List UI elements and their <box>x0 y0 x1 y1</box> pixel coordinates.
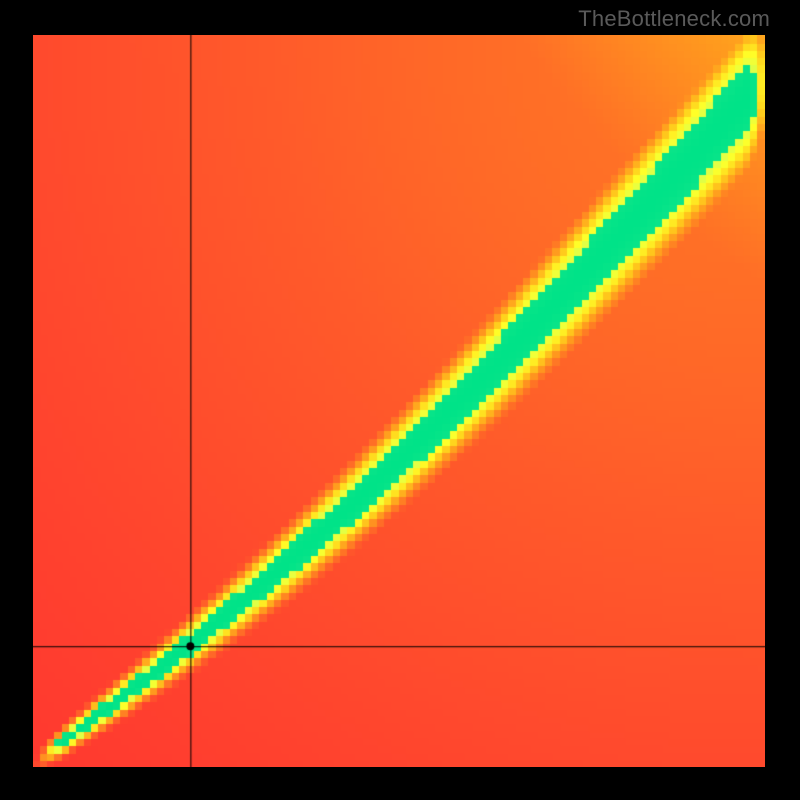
bottleneck-heatmap <box>33 35 765 767</box>
watermark-text: TheBottleneck.com <box>578 6 770 32</box>
chart-wrapper: TheBottleneck.com <box>0 0 800 800</box>
